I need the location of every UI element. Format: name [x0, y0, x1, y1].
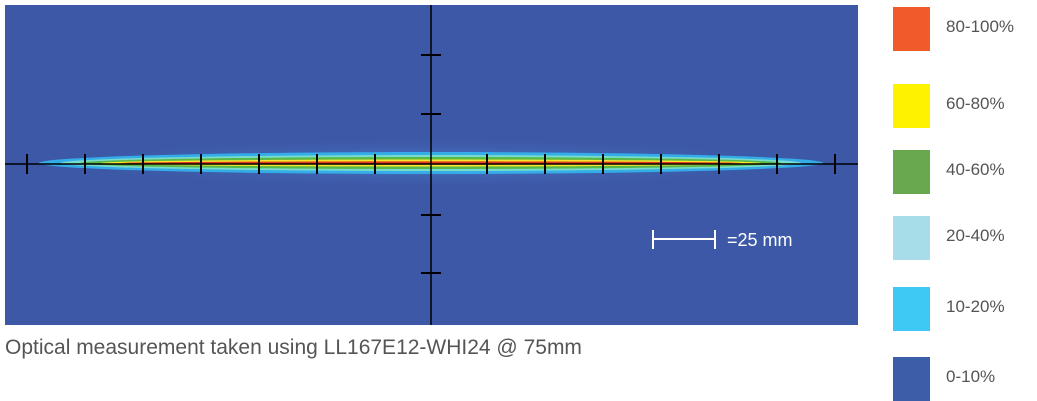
legend-item: 40-60% — [893, 150, 1033, 194]
legend-label: 60-80% — [946, 94, 1005, 113]
legend-swatch — [893, 287, 930, 331]
legend-swatch — [893, 150, 930, 194]
legend-item: 20-40% — [893, 216, 1033, 260]
legend-label: 80-100% — [946, 17, 1015, 36]
legend-label: 20-40% — [946, 226, 1005, 245]
scale-bar: =25 mm — [652, 230, 793, 250]
beam-intensity-plot: =25 mm — [5, 5, 858, 325]
legend-label: 40-60% — [946, 160, 1005, 179]
legend-swatch — [893, 357, 930, 401]
legend-item: 80-100% — [893, 7, 1033, 51]
legend-item: 60-80% — [893, 84, 1033, 128]
legend-label: 0-10% — [946, 367, 996, 386]
legend-item: 0-10% — [893, 357, 1033, 401]
vertical-axis-ticks — [421, 54, 441, 274]
horizontal-axis-ticks — [26, 154, 836, 174]
legend-label: 10-20% — [946, 297, 1005, 316]
measurement-caption: Optical measurement taken using LL167E12… — [5, 336, 582, 359]
legend-swatch — [893, 7, 930, 51]
legend-swatch — [893, 84, 930, 128]
legend-item: 10-20% — [893, 287, 1033, 331]
scale-bar-label: =25 mm — [727, 230, 793, 250]
legend-swatch — [893, 216, 930, 260]
